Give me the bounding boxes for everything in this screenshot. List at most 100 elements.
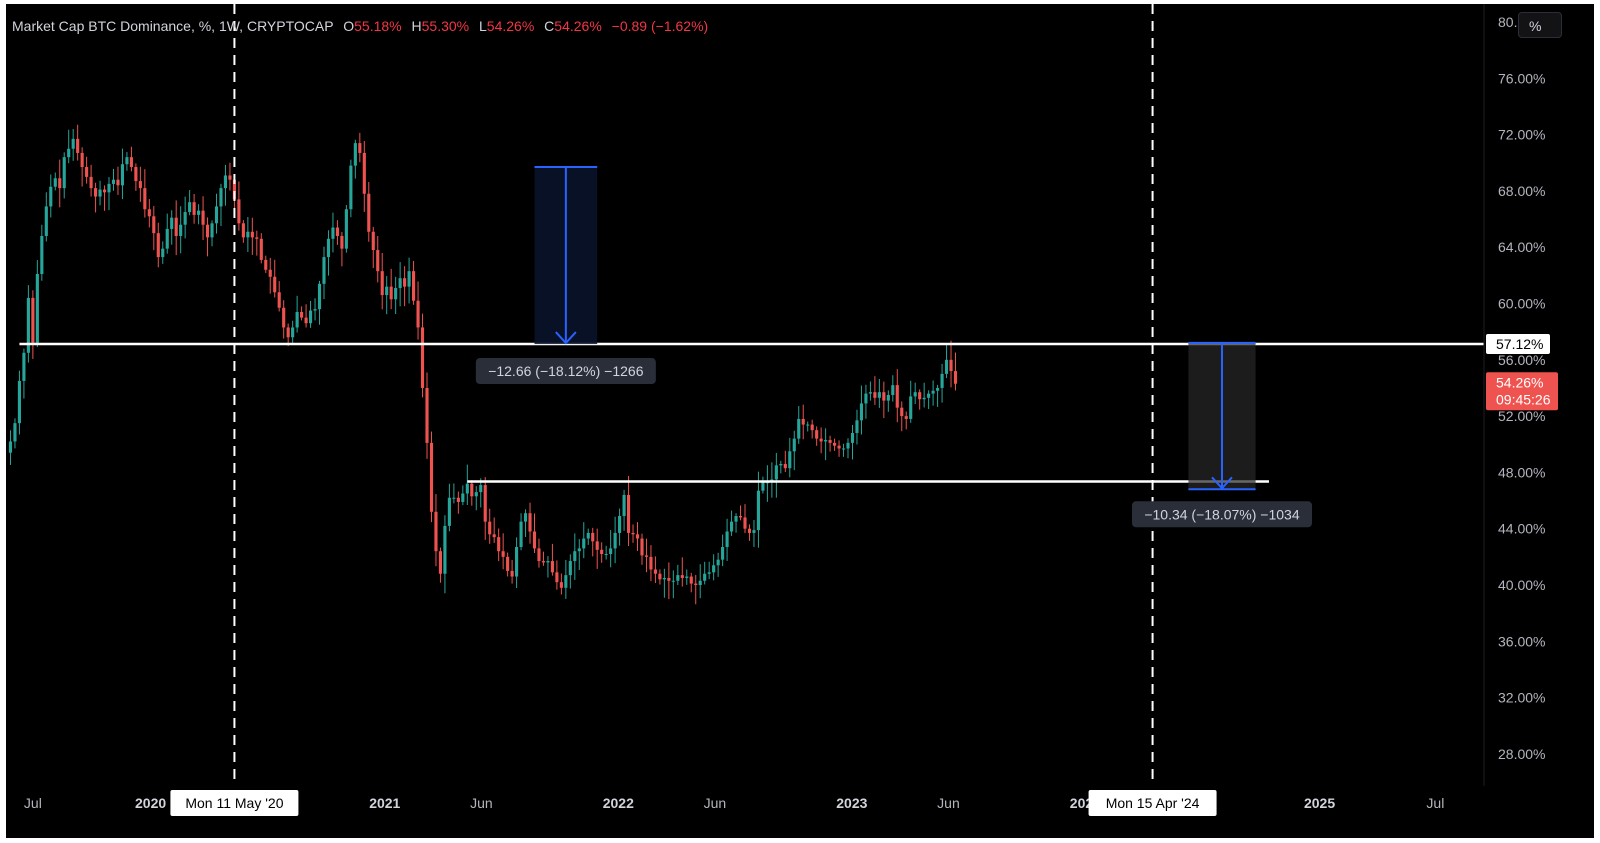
candle-body (479, 485, 483, 493)
date-marker-label: Mon 15 Apr '24 (1106, 795, 1200, 811)
last-price-tag (1486, 372, 1558, 411)
candle-body (877, 392, 881, 398)
candle-body (698, 580, 702, 585)
candle-body (349, 165, 353, 210)
candle-body (653, 569, 657, 574)
candle-body (335, 227, 339, 236)
candle-body (882, 392, 886, 401)
candle-body (412, 271, 416, 301)
candle-body (344, 209, 348, 249)
price-tick-label: 72.00% (1498, 127, 1545, 143)
time-tick-label: 2023 (836, 795, 867, 811)
candle-body (559, 582, 563, 588)
candle-body (62, 157, 66, 189)
candle-body (443, 525, 447, 574)
candles-layer (8, 124, 958, 605)
candle-body (120, 164, 125, 186)
candle-body (721, 546, 725, 560)
candle-body (618, 516, 622, 533)
candle-body (815, 430, 819, 439)
candle-body (89, 176, 93, 189)
candle-body (376, 250, 380, 272)
candle-body (667, 577, 671, 581)
candle-body (398, 278, 402, 289)
price-tick-label: 32.00% (1498, 690, 1545, 706)
measure-1-label-box (475, 358, 656, 385)
candle-body (927, 393, 931, 398)
candle-body (340, 235, 344, 249)
candle-body (774, 465, 778, 480)
candle-body (94, 188, 98, 197)
candle-body (626, 494, 631, 533)
candle-body (389, 286, 393, 300)
candle-body (420, 327, 425, 388)
candle-body (891, 385, 895, 395)
candle-body (71, 138, 75, 149)
candle-body (255, 237, 259, 239)
candle-body (738, 516, 743, 518)
candle-body (246, 231, 250, 238)
candle-body (850, 432, 855, 443)
price-axis-bg (1484, 4, 1594, 838)
price-chart[interactable]: −12.66 (−18.12%) −1266 −10.34 (−18.07%) −… (6, 4, 1594, 838)
candle-body (461, 493, 465, 502)
candle-body (895, 385, 899, 408)
candle-body (600, 549, 604, 555)
candle-body (837, 445, 841, 449)
candle-body (22, 352, 26, 381)
candle-body (604, 554, 608, 556)
price-tick-label: 52.00% (1498, 408, 1545, 424)
candle-body (573, 551, 577, 562)
candle-body (40, 235, 44, 274)
symbol-legend: Market Cap BTC Dominance, %, 1W, CRYPTOC… (12, 18, 708, 34)
time-tick-label: Jun (704, 795, 727, 811)
candle-body (635, 534, 640, 539)
candle-body (403, 278, 407, 287)
candle-body (810, 424, 814, 431)
candle-body (183, 212, 187, 225)
percent-scale-button[interactable]: % (1518, 12, 1562, 38)
candle-body (452, 497, 456, 499)
candle-body (80, 152, 84, 168)
candle-body (828, 440, 832, 443)
candle-body (273, 276, 277, 293)
candle-body (358, 143, 362, 153)
candle-body (613, 532, 617, 549)
candle-body (743, 517, 747, 529)
candle-body (331, 227, 335, 239)
candle-body (277, 292, 281, 308)
candle-body (407, 271, 411, 287)
candle-body (76, 138, 80, 153)
time-tick-label: 2020 (135, 795, 166, 811)
candle-body (577, 548, 581, 552)
candle-body (591, 532, 595, 542)
candle-body (58, 178, 62, 189)
candle-body (17, 380, 22, 424)
close-value: 54.26% (554, 18, 602, 34)
time-tick-label: Jun (937, 795, 960, 811)
candle-body (300, 311, 304, 318)
candle-body (689, 576, 693, 584)
date-marker-tag (1088, 790, 1217, 816)
time-tick-label: 2022 (603, 795, 634, 811)
candle-body (434, 511, 438, 552)
candle-body (685, 576, 689, 578)
candle-body (53, 178, 57, 187)
candle-body (913, 392, 917, 397)
low-label: L (479, 18, 487, 34)
candle-body (801, 418, 805, 425)
candle-body (788, 451, 792, 469)
time-tick-label: 2021 (369, 795, 400, 811)
last-price-label: 54.26% (1496, 374, 1543, 390)
chart-frame[interactable]: −12.66 (−18.12%) −1266 −10.34 (−18.07%) −… (6, 4, 1594, 838)
candle-body (855, 420, 859, 433)
candle-body (129, 157, 133, 168)
candle-body (546, 561, 550, 563)
candle-body (944, 359, 949, 374)
candle-body (873, 392, 877, 398)
candle-body (456, 497, 460, 502)
candle-body (192, 202, 196, 215)
candle-body (362, 152, 366, 194)
candle-body (134, 167, 138, 182)
candle-body (223, 175, 228, 189)
